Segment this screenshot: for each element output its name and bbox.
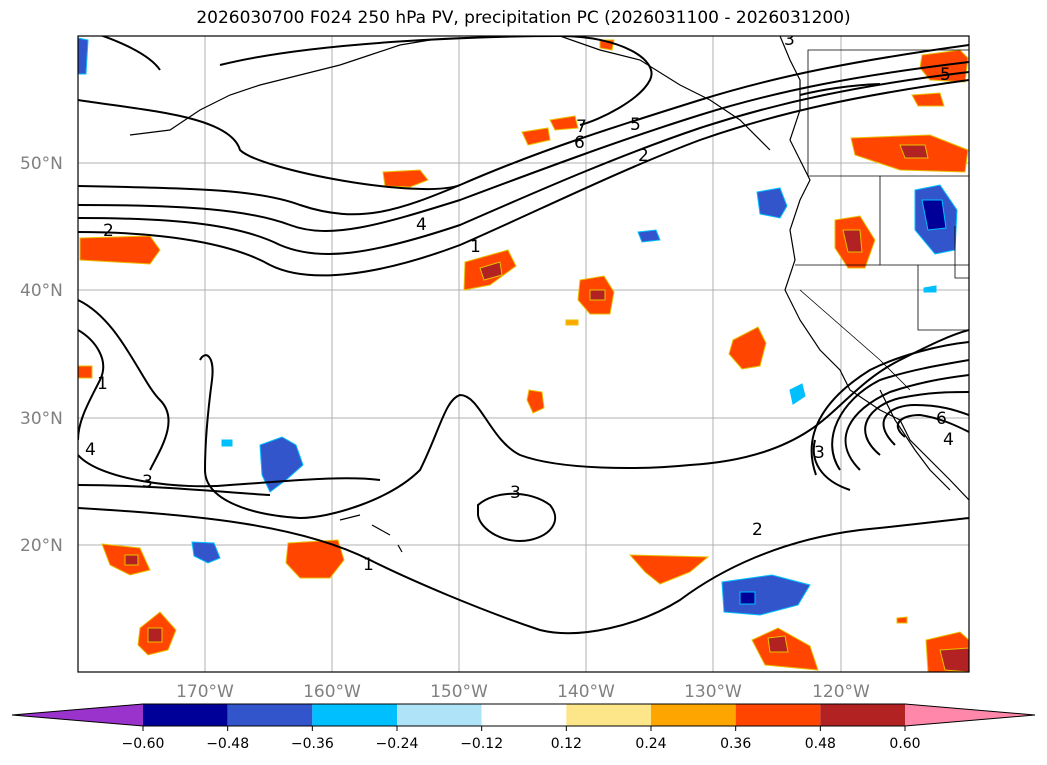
contour-label: 2 [638, 146, 649, 166]
colorbar-bin [566, 704, 651, 726]
lon-label: 170°W [176, 682, 234, 702]
longitude-labels: 170°W 160°W 150°W 140°W 130°W 120°W [176, 682, 870, 702]
colorbar-tick-label: −0.48 [206, 736, 249, 752]
colorbar-tick-label: 0.36 [720, 736, 751, 752]
map-area: 2 4 1 7 6 5 2 1 3 4 3 1 3 2 6 4 5 3 [78, 30, 969, 672]
map-frame [77, 35, 970, 673]
contour-label: 6 [574, 133, 585, 153]
colorbar-bin [312, 704, 397, 726]
lon-label: 150°W [430, 682, 488, 702]
contour-label: 6 [936, 409, 947, 429]
contour-label: 3 [814, 443, 825, 463]
lon-label: 160°W [303, 682, 361, 702]
colorbar-bin [397, 704, 482, 726]
colorbar-bin [820, 704, 905, 726]
colorbar-extend-high [905, 704, 1035, 726]
lat-label: 20°N [20, 536, 63, 556]
contour-label: 4 [943, 430, 954, 450]
contour-labels: 2 4 1 7 6 5 2 1 3 4 3 1 3 2 6 4 5 3 [85, 30, 954, 575]
contour-label: 4 [416, 215, 427, 235]
colorbar-tick-label: 0.24 [635, 736, 666, 752]
lon-label: 130°W [684, 682, 742, 702]
colorbar: −0.60 −0.48 −0.36 −0.24 −0.12 0.12 0.24 0.36 0.4… [11, 703, 1036, 752]
contour-label: 3 [142, 472, 153, 492]
colorbar-bin [143, 704, 228, 726]
colorbar-tick-label: −0.24 [376, 736, 419, 752]
latitude-labels: 50°N 40°N 30°N 20°N [20, 154, 63, 556]
lat-label: 50°N [20, 154, 63, 174]
colorbar-bin [227, 704, 313, 726]
lat-label: 40°N [20, 281, 63, 301]
coastlines [129, 36, 969, 553]
lon-label: 140°W [557, 682, 615, 702]
colorbar-tick-label: 0.48 [805, 736, 836, 752]
colorbar-tick-label: −0.60 [122, 736, 165, 752]
contour-label: 1 [363, 555, 374, 575]
contour-label: 7 [576, 117, 587, 137]
contour-label: 5 [940, 65, 951, 85]
contour-label: 1 [470, 237, 481, 257]
colorbar-tick-label: 0.60 [889, 736, 920, 752]
colorbar-tick-label: −0.36 [291, 736, 334, 752]
colorbar-tick-label: 0.12 [551, 736, 582, 752]
colorbar-bin [651, 704, 736, 726]
lat-label: 30°N [20, 409, 63, 429]
contour-label: 3 [784, 30, 795, 50]
colorbar-extend-low [12, 704, 143, 726]
contour-label: 3 [510, 483, 521, 503]
precip-negative [78, 37, 958, 616]
map-title: 2026030700 F024 250 hPa PV, precipitatio… [196, 8, 851, 28]
colorbar-bin [735, 704, 821, 726]
lon-label: 120°W [812, 682, 870, 702]
contour-label: 2 [103, 221, 114, 241]
contour-label: 1 [97, 374, 108, 394]
contour-label: 5 [630, 115, 641, 135]
colorbar-bin [481, 704, 567, 726]
contour-label: 4 [85, 440, 96, 460]
political-borders [795, 49, 969, 391]
colorbar-tick-label: −0.12 [460, 736, 503, 752]
contour-label: 2 [752, 520, 763, 540]
precip-positive [78, 39, 969, 672]
pv-contours [78, 36, 969, 635]
